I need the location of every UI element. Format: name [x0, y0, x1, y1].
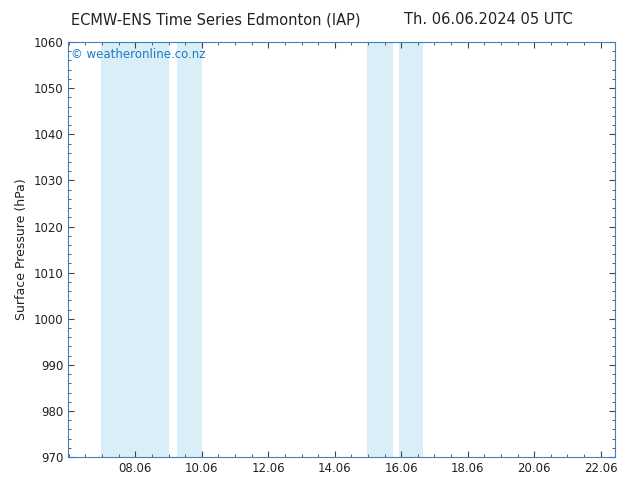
Text: Th. 06.06.2024 05 UTC: Th. 06.06.2024 05 UTC — [404, 12, 573, 27]
Y-axis label: Surface Pressure (hPa): Surface Pressure (hPa) — [15, 179, 28, 320]
Text: © weatheronline.co.nz: © weatheronline.co.nz — [71, 49, 205, 61]
Bar — [101, 42, 169, 457]
Bar — [399, 42, 422, 457]
Bar — [367, 42, 392, 457]
Bar — [176, 42, 202, 457]
Text: ECMW-ENS Time Series Edmonton (IAP): ECMW-ENS Time Series Edmonton (IAP) — [71, 12, 360, 27]
